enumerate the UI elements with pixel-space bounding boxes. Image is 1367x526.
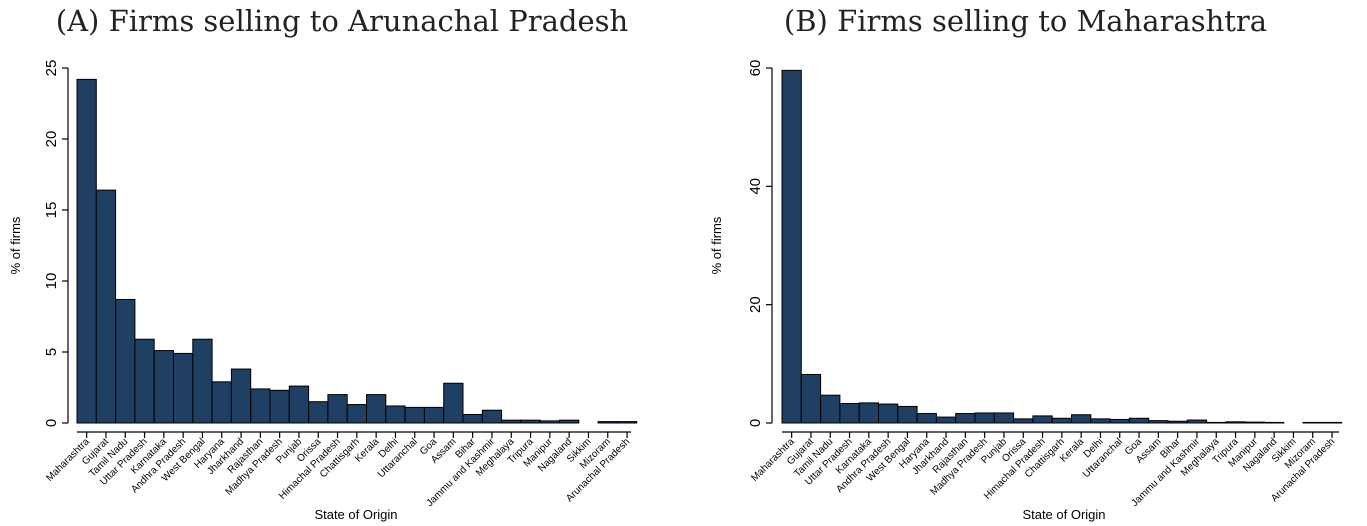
bar-b-28 [1321,421,1343,424]
bar-a-21 [481,409,503,424]
bar-a-12 [308,401,329,424]
bar-a-27 [597,421,618,424]
y-tick-label-a-5: 25 [43,60,60,77]
bar-a-17 [404,406,425,424]
y-tick-label-a-2: 10 [43,273,60,290]
bar-b-22 [1206,421,1227,424]
bar-a-9 [250,388,271,424]
panel-title-b: (B) Firms selling to Maharashtra [783,4,1268,38]
bar-b-21 [1186,419,1208,424]
y-tick-label-b-1: 20 [747,296,764,313]
bar-a-1 [95,189,117,424]
bar-b-10 [974,412,995,424]
bar-b-14 [1051,417,1073,424]
bar-a-10 [269,389,290,424]
bar-a-5 [173,352,194,424]
bar-a-0 [76,78,97,424]
y-tick-label-a-0: 0 [43,419,60,427]
bar-a-11 [288,385,310,424]
bar-a-23 [520,419,541,424]
bar-a-25 [559,419,580,424]
bar-b-23 [1225,421,1246,424]
bar-b-27 [1302,421,1323,424]
bar-b-1 [800,373,822,424]
bar-b-8 [935,416,957,424]
bar-a-28 [616,421,638,424]
bar-b-4 [858,402,879,424]
bar-a-2 [115,298,136,424]
bar-a-13 [327,394,348,424]
y-tick-label-b-0: 0 [747,419,764,427]
bar-b-2 [820,394,841,424]
bar-b-24 [1244,421,1266,424]
y-tick-label-b-3: 60 [747,60,764,77]
bar-a-3 [134,338,155,424]
bar-b-25 [1264,421,1285,424]
bar-a-20 [462,413,483,424]
bar-a-6 [192,338,213,424]
y-tick-label-a-4: 20 [43,131,60,148]
bar-b-16 [1090,418,1111,424]
chart-panel-a: (A) Firms selling to Arunachal Pradesh 0… [8,4,638,522]
chart-panel-b: (B) Firms selling to Maharashtra 0 20 40 60… [684,0,1367,526]
bar-a-22 [501,419,522,424]
bar-a-24 [539,420,561,424]
bar-a-4 [153,350,174,424]
bar-b-11 [993,412,1015,424]
y-tick-label-a-1: 5 [43,348,60,356]
bar-a-18 [423,406,445,424]
bar-b-18 [1128,417,1150,424]
bar-a-15 [366,394,387,424]
bar-b-20 [1167,420,1188,424]
bar-b-3 [839,402,860,424]
bar-b-17 [1109,418,1130,424]
panel-title-a: (A) Firms selling to Arunachal Pradesh [55,4,629,38]
bar-b-6 [897,405,918,424]
x-axis-title-a: State of Origin [314,507,397,522]
bar-b-0 [781,69,802,424]
bar-a-7 [211,381,232,424]
y-tick-label-a-3: 15 [43,202,60,219]
y-tick-label-b-2: 40 [747,178,764,195]
y-axis-title-b: % of firms [709,216,724,274]
bar-b-15 [1071,414,1092,424]
bar-b-5 [878,403,899,424]
bar-a-8 [230,368,252,424]
bar-b-9 [955,413,976,424]
bar-b-13 [1032,415,1053,424]
bar-b-12 [1013,418,1034,424]
bar-a-14 [346,404,368,424]
y-axis-title-a: % of firms [8,216,23,274]
x-axis-title-b: State of Origin [1022,507,1105,522]
bar-a-19 [443,382,464,424]
bar-a-16 [385,405,406,424]
bar-b-7 [916,413,937,424]
bar-b-19 [1148,420,1169,424]
